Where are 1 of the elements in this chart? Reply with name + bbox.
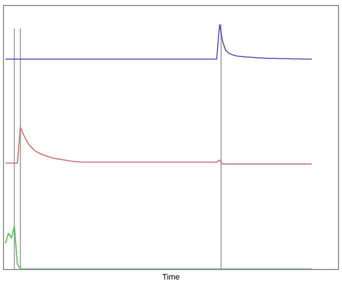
x-axis-title: Time [162,272,180,282]
